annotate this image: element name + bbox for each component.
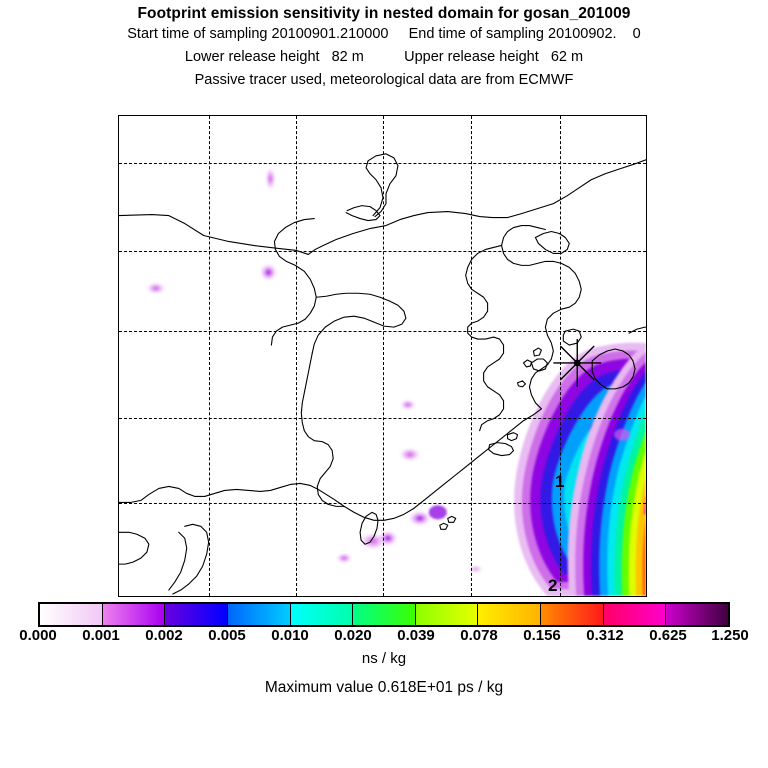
tracer-meteo-line: Passive tracer used, meteorological data… [194, 72, 574, 88]
colorbar-segment [290, 604, 354, 625]
colorbar-tick: 0.005 [208, 627, 246, 644]
colorbar-tick: 0.002 [145, 627, 183, 644]
contour-label-2: 2 [548, 576, 558, 595]
colorbar-segment [603, 604, 667, 625]
colorbar-tick: 0.039 [397, 627, 435, 644]
release-site-marker [553, 339, 602, 387]
colorbar [38, 602, 730, 627]
colorbar-tick-labels: 0.000 0.001 0.002 0.005 0.010 0.020 0.03… [0, 627, 768, 647]
contour-label-1: 1 [555, 472, 565, 491]
colorbar-unit-label: ns / kg [361, 650, 407, 667]
figure-header: Footprint emission sensitivity in nested… [0, 0, 768, 92]
colorbar-tick: 0.001 [82, 627, 120, 644]
footprint-sensitivity-field [144, 165, 646, 596]
colorbar-tick: 0.000 [19, 627, 57, 644]
colorbar-segment [227, 604, 291, 625]
colorbar-segment [478, 604, 542, 625]
release-height-line: Lower release height 82 m Upper release … [184, 49, 584, 65]
sampling-time-line: Start time of sampling 20100901.210000 E… [127, 26, 641, 42]
colorbar-tick: 0.020 [334, 627, 372, 644]
colorbar-tick: 0.078 [460, 627, 498, 644]
colorbar-segment [415, 604, 479, 625]
colorbar-tick: 0.156 [523, 627, 561, 644]
map-plot-area: 1 2 [118, 115, 647, 597]
colorbar-segment [541, 604, 604, 625]
colorbar-segment [165, 604, 228, 625]
colorbar-segment [40, 604, 103, 625]
colorbar-tick: 0.625 [649, 627, 687, 644]
colorbar-gradient-strip [38, 602, 730, 627]
maximum-value-label: Maximum value 0.618E+01 ps / kg [264, 679, 504, 696]
colorbar-segment [102, 604, 166, 625]
colorbar-tick: 0.312 [586, 627, 624, 644]
coastline-overlay [119, 153, 646, 595]
page-title: Footprint emission sensitivity in nested… [137, 5, 631, 22]
colorbar-tick: 0.010 [271, 627, 309, 644]
colorbar-segment [353, 604, 416, 625]
colorbar-tick: 1.250 [711, 627, 749, 644]
colorbar-segment [666, 604, 729, 625]
